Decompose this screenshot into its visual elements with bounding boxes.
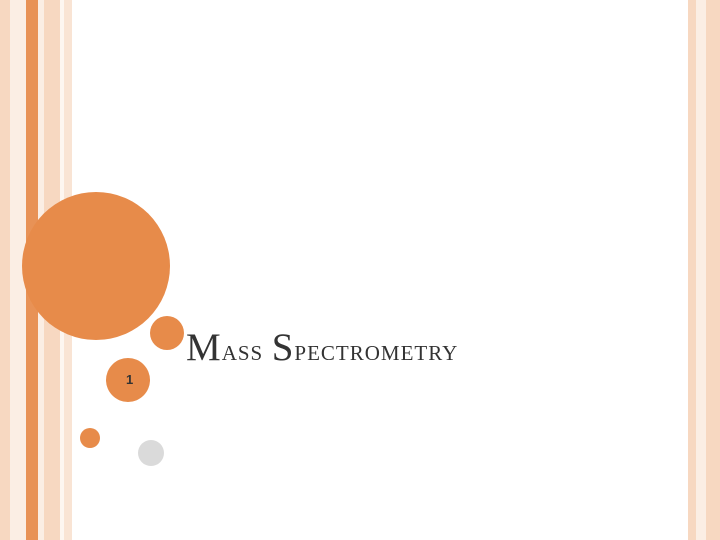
slide-title: Mass Spectrometry [186,325,458,370]
title-word1-initial: M [186,326,222,369]
background-stripe [706,0,720,540]
decorative-circle [80,428,100,448]
background-stripe [696,0,706,540]
decorative-circle [22,192,170,340]
decorative-circle [150,316,184,350]
background-stripe [0,0,10,540]
page-number: 1 [126,372,133,387]
background-stripe [688,0,696,540]
title-word2-rest: pectrometry [294,334,458,367]
decorative-circle [138,440,164,466]
title-word2-initial: S [272,326,295,369]
title-word1-rest: ass [222,334,264,367]
